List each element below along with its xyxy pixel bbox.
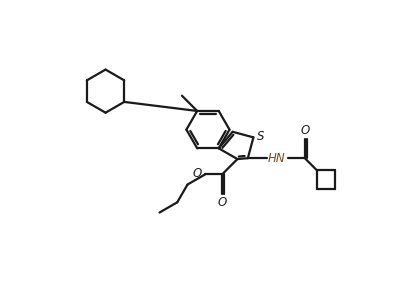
Text: O: O [218, 196, 227, 209]
Text: HN: HN [268, 152, 285, 165]
Text: O: O [193, 167, 202, 180]
Text: O: O [300, 124, 309, 137]
Text: S: S [257, 130, 264, 143]
